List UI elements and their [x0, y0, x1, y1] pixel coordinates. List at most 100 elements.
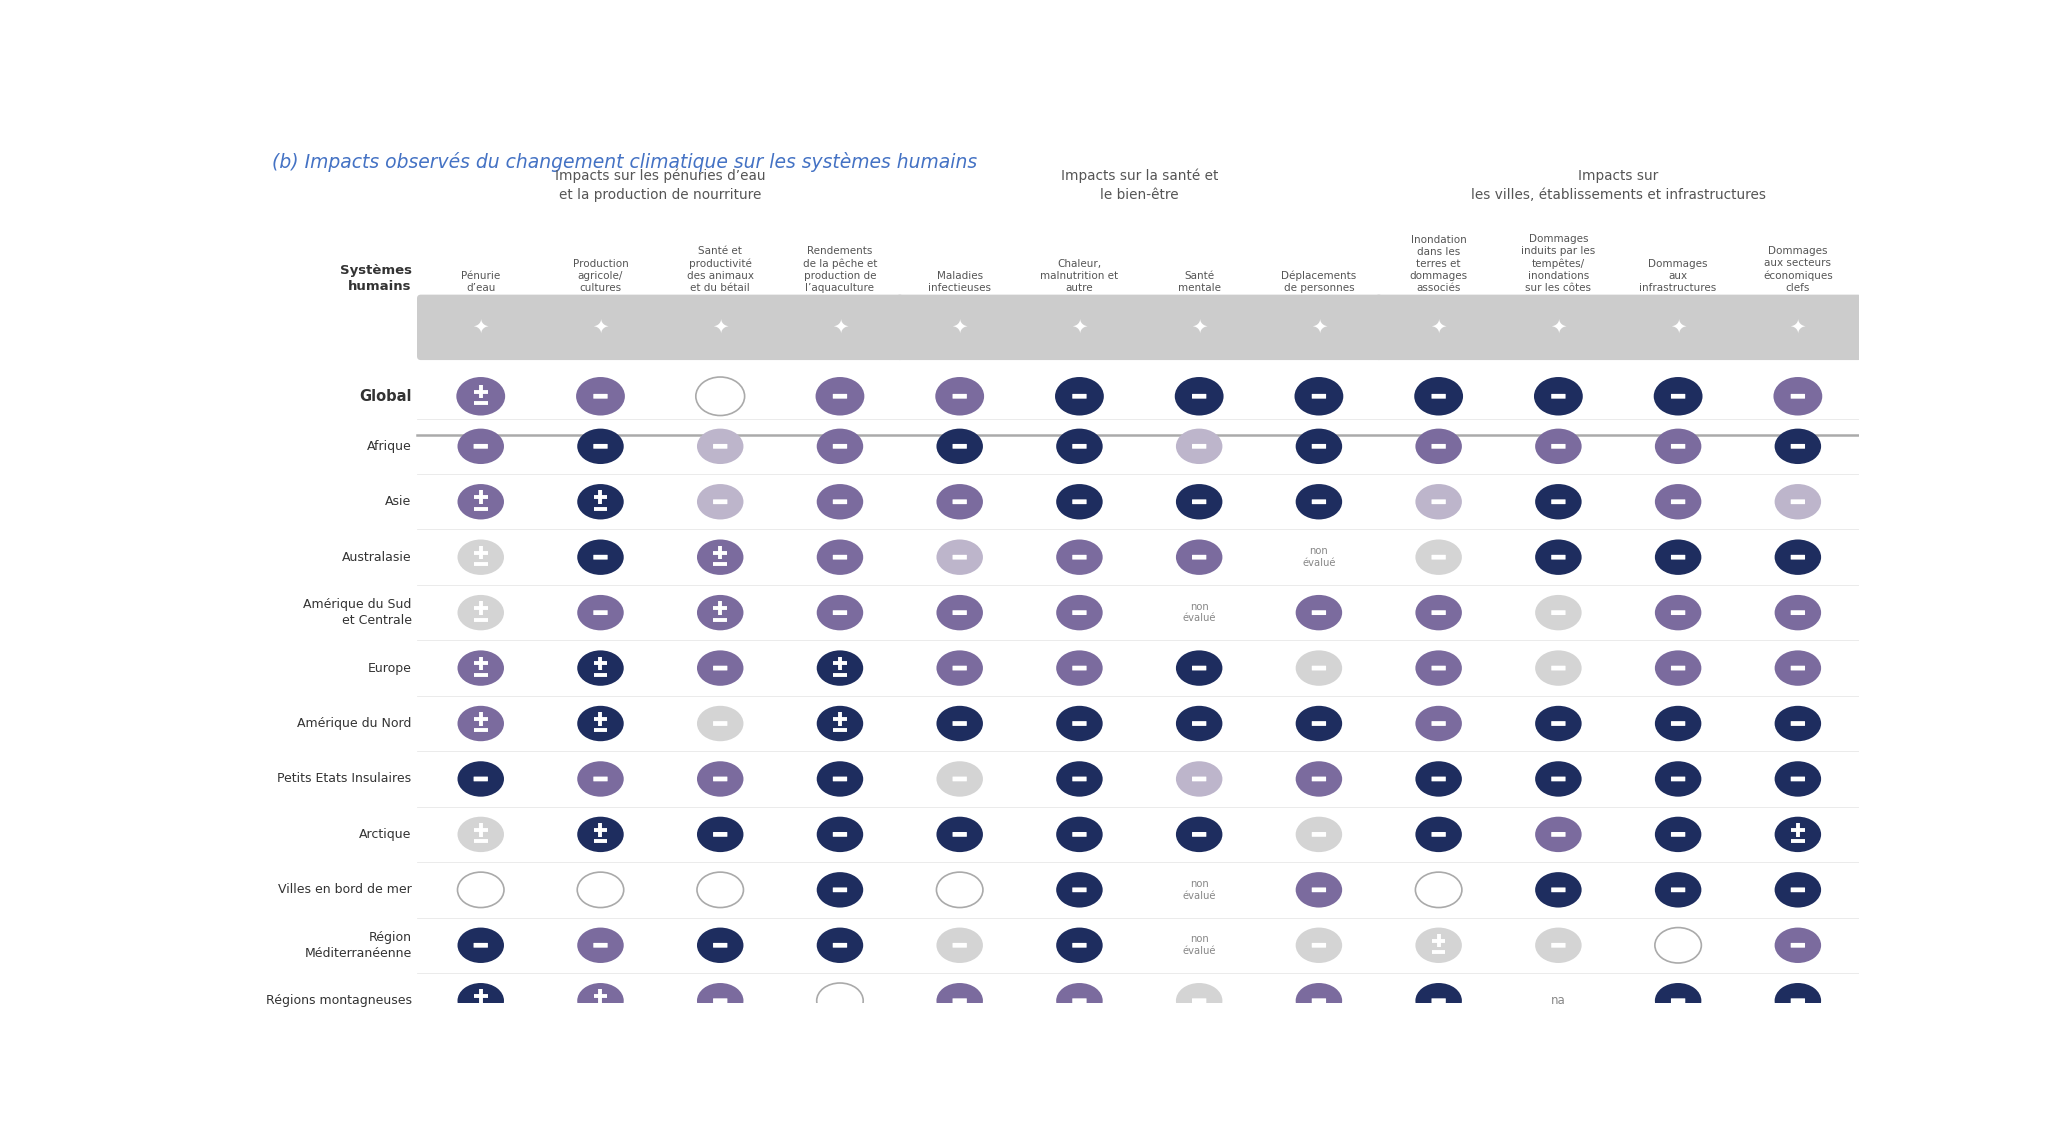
Ellipse shape: [1654, 761, 1702, 797]
Ellipse shape: [698, 928, 743, 962]
FancyBboxPatch shape: [1790, 499, 1805, 504]
Ellipse shape: [1415, 706, 1462, 742]
FancyBboxPatch shape: [1551, 721, 1565, 726]
Text: Petits Etats Insulaires: Petits Etats Insulaires: [277, 772, 411, 786]
Ellipse shape: [816, 428, 863, 464]
Ellipse shape: [1415, 485, 1462, 520]
Ellipse shape: [696, 378, 745, 416]
Ellipse shape: [935, 485, 983, 520]
Ellipse shape: [1295, 983, 1342, 1019]
Ellipse shape: [1055, 983, 1103, 1019]
FancyBboxPatch shape: [952, 832, 966, 836]
FancyBboxPatch shape: [1671, 554, 1685, 560]
Ellipse shape: [578, 595, 624, 630]
FancyBboxPatch shape: [1790, 666, 1805, 671]
Ellipse shape: [1415, 540, 1462, 575]
FancyBboxPatch shape: [1431, 721, 1445, 726]
Ellipse shape: [1295, 650, 1342, 686]
FancyBboxPatch shape: [1072, 721, 1086, 726]
Text: non
évalué: non évalué: [1303, 547, 1336, 568]
FancyBboxPatch shape: [1192, 999, 1206, 1003]
FancyBboxPatch shape: [1671, 610, 1685, 615]
FancyBboxPatch shape: [712, 721, 727, 726]
Ellipse shape: [578, 485, 624, 520]
Text: na: na: [1551, 994, 1565, 1008]
Ellipse shape: [1055, 595, 1103, 630]
FancyBboxPatch shape: [1551, 832, 1565, 836]
FancyBboxPatch shape: [1072, 999, 1086, 1003]
Ellipse shape: [1415, 650, 1462, 686]
FancyBboxPatch shape: [593, 610, 607, 615]
Ellipse shape: [1055, 872, 1103, 907]
Ellipse shape: [1654, 650, 1702, 686]
FancyBboxPatch shape: [952, 666, 966, 671]
Text: non
évalué: non évalué: [1183, 879, 1216, 900]
FancyBboxPatch shape: [1551, 666, 1565, 671]
Ellipse shape: [1415, 378, 1464, 416]
Ellipse shape: [1654, 428, 1702, 464]
FancyBboxPatch shape: [1431, 832, 1445, 836]
Ellipse shape: [698, 817, 743, 852]
Ellipse shape: [816, 761, 863, 797]
FancyBboxPatch shape: [1072, 777, 1086, 781]
Text: ✦: ✦: [473, 318, 489, 337]
Ellipse shape: [1534, 872, 1582, 907]
FancyBboxPatch shape: [1192, 777, 1206, 781]
FancyBboxPatch shape: [593, 444, 607, 449]
FancyBboxPatch shape: [1311, 943, 1326, 948]
Ellipse shape: [816, 817, 863, 852]
Ellipse shape: [1774, 983, 1821, 1019]
Ellipse shape: [698, 761, 743, 797]
Text: Impacts sur
les villes, établissements et infrastructures: Impacts sur les villes, établissements e…: [1470, 169, 1766, 202]
Ellipse shape: [935, 650, 983, 686]
Ellipse shape: [1295, 595, 1342, 630]
Text: ✦: ✦: [593, 318, 609, 337]
FancyBboxPatch shape: [1431, 499, 1445, 504]
Ellipse shape: [1175, 817, 1222, 852]
Text: ✦: ✦: [1551, 318, 1567, 337]
Ellipse shape: [458, 983, 504, 1019]
Text: Dommages
aux
infrastructures: Dommages aux infrastructures: [1640, 259, 1716, 293]
FancyBboxPatch shape: [1551, 393, 1565, 399]
Text: Australasie: Australasie: [343, 551, 411, 564]
Ellipse shape: [816, 650, 863, 686]
Text: Rendements
de la pêche et
production de
l’aquaculture: Rendements de la pêche et production de …: [803, 247, 878, 293]
FancyBboxPatch shape: [952, 444, 966, 449]
FancyBboxPatch shape: [1790, 777, 1805, 781]
Ellipse shape: [1295, 485, 1342, 520]
FancyBboxPatch shape: [473, 444, 487, 449]
Text: ✦: ✦: [1072, 318, 1088, 337]
Ellipse shape: [935, 428, 983, 464]
FancyBboxPatch shape: [1072, 444, 1086, 449]
FancyBboxPatch shape: [832, 777, 847, 781]
Ellipse shape: [458, 595, 504, 630]
Ellipse shape: [458, 761, 504, 797]
Ellipse shape: [458, 428, 504, 464]
Ellipse shape: [935, 872, 983, 907]
Ellipse shape: [1654, 378, 1702, 416]
Ellipse shape: [1295, 817, 1342, 852]
FancyBboxPatch shape: [1192, 832, 1206, 836]
FancyBboxPatch shape: [1431, 999, 1445, 1003]
FancyBboxPatch shape: [1311, 610, 1326, 615]
Ellipse shape: [935, 928, 983, 962]
FancyBboxPatch shape: [1671, 393, 1685, 399]
Ellipse shape: [1774, 378, 1821, 416]
FancyBboxPatch shape: [712, 999, 727, 1003]
FancyBboxPatch shape: [1790, 444, 1805, 449]
Ellipse shape: [935, 706, 983, 742]
Text: Régions montagneuses: Régions montagneuses: [266, 994, 411, 1008]
Ellipse shape: [816, 706, 863, 742]
Ellipse shape: [1534, 428, 1582, 464]
Ellipse shape: [1654, 817, 1702, 852]
FancyBboxPatch shape: [1311, 887, 1326, 893]
Ellipse shape: [1774, 650, 1821, 686]
Ellipse shape: [1295, 428, 1342, 464]
Ellipse shape: [816, 485, 863, 520]
FancyBboxPatch shape: [712, 444, 727, 449]
Ellipse shape: [698, 428, 743, 464]
Text: Asie: Asie: [386, 495, 411, 508]
Ellipse shape: [816, 378, 865, 416]
FancyBboxPatch shape: [1375, 294, 1863, 361]
FancyBboxPatch shape: [1790, 887, 1805, 893]
